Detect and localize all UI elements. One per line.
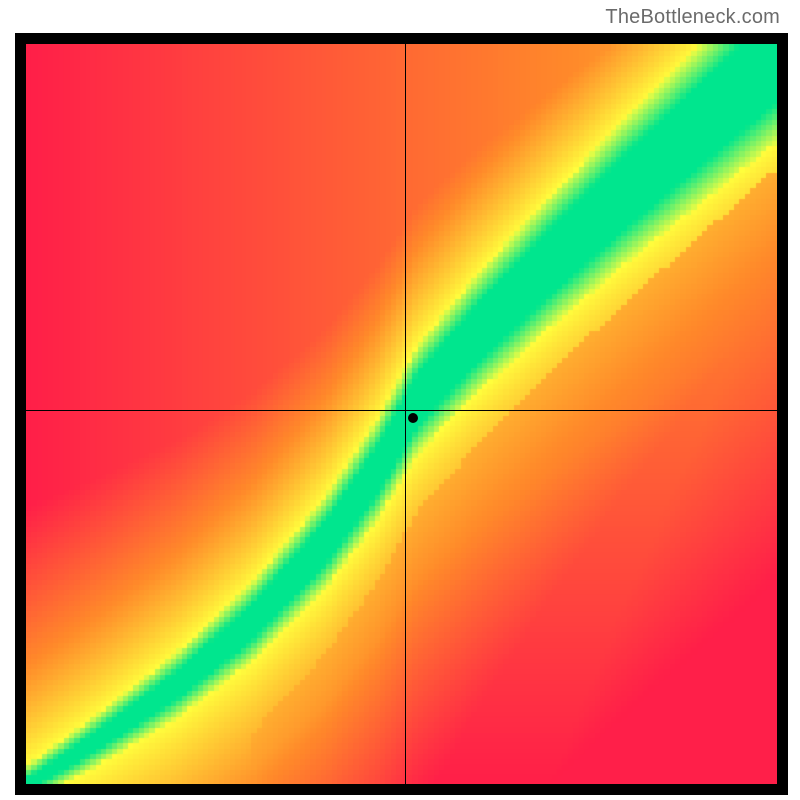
heatmap-canvas [26,44,777,784]
watermark-text: TheBottleneck.com [605,6,780,29]
crosshair-vertical [405,44,406,784]
crosshair-horizontal [26,410,777,411]
chart-container: TheBottleneck.com [0,0,800,800]
marker-dot [408,413,418,423]
heatmap-plot [26,44,777,784]
